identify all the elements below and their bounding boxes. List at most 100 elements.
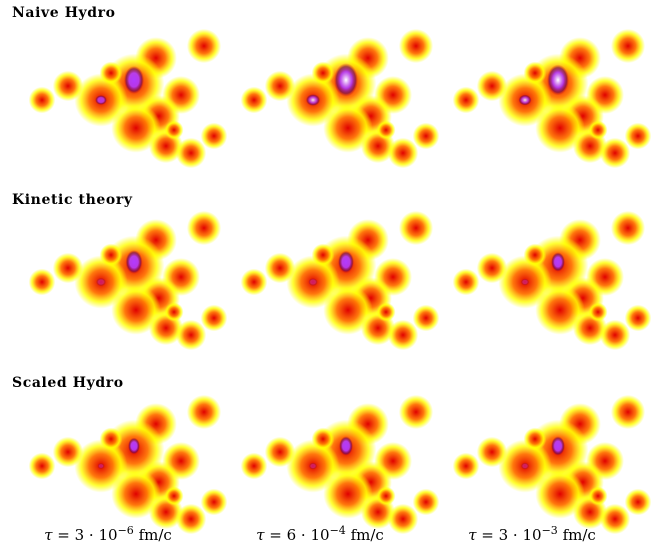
heat-blob [398, 210, 434, 246]
hot-spot [551, 436, 565, 456]
hot-spot [520, 278, 530, 286]
heat-blob [111, 285, 161, 335]
heat-blob [175, 319, 207, 351]
heat-blob [610, 28, 646, 64]
hot-spot [338, 250, 354, 274]
heat-blob [323, 469, 373, 519]
heatmap-panel-r3-c3 [452, 394, 652, 535]
heat-blob [599, 319, 631, 351]
heat-blob [476, 70, 508, 102]
heat-blob [311, 427, 335, 451]
heat-blob [111, 103, 161, 153]
heat-blob [186, 394, 222, 430]
heatmap-panel-r2-c2 [240, 210, 440, 351]
heat-blob [452, 268, 480, 296]
heat-blob [523, 61, 547, 85]
heat-blob [264, 436, 296, 468]
heat-blob [535, 469, 585, 519]
heat-blob [412, 488, 440, 516]
heat-blob [624, 122, 652, 150]
heat-blob [28, 452, 56, 480]
hot-spot [551, 252, 565, 272]
heat-blob [52, 70, 84, 102]
heat-blob [323, 285, 373, 335]
row-label-kinetic-theory: Kinetic theory [12, 192, 133, 208]
heat-blob [412, 122, 440, 150]
heatmap-panel-r3-c1 [28, 394, 228, 535]
heat-blob [398, 28, 434, 64]
heat-blob [175, 503, 207, 535]
heatmap-panel-r3-c2 [240, 394, 440, 535]
heat-blob [452, 452, 480, 480]
hot-spot [95, 95, 107, 105]
heat-blob [376, 120, 396, 140]
heat-blob [111, 469, 161, 519]
heat-blob [599, 137, 631, 169]
hot-spot [124, 66, 144, 94]
hot-spot [520, 462, 530, 470]
heat-blob [164, 302, 184, 322]
hot-spot [547, 64, 569, 96]
heat-blob [52, 436, 84, 468]
heat-blob [52, 252, 84, 284]
heat-blob [624, 488, 652, 516]
heat-blob [387, 503, 419, 535]
hot-spot [518, 94, 532, 106]
heat-blob [164, 120, 184, 140]
heatmap-panel-r1-c2 [240, 28, 440, 169]
heat-blob [200, 304, 228, 332]
heatmap-panel-r2-c3 [452, 210, 652, 351]
heat-blob [311, 243, 335, 267]
heat-blob [376, 302, 396, 322]
column-label-2: τ = 6 · 10−4 fm/c [256, 524, 384, 544]
hot-spot [305, 94, 321, 106]
heat-blob [240, 86, 268, 114]
heat-blob [28, 268, 56, 296]
hot-spot [308, 278, 318, 286]
column-label-1: τ = 3 · 10−6 fm/c [44, 524, 172, 544]
heat-blob [588, 120, 608, 140]
heat-blob [476, 252, 508, 284]
hot-spot [97, 463, 105, 469]
heat-blob [624, 304, 652, 332]
hot-spot [95, 277, 107, 287]
heat-blob [387, 319, 419, 351]
heat-blob [387, 137, 419, 169]
heatmap-panel-r2-c1 [28, 210, 228, 351]
heat-blob [323, 103, 373, 153]
heat-blob [99, 427, 123, 451]
heat-blob [164, 486, 184, 506]
heat-blob [240, 452, 268, 480]
heat-blob [599, 503, 631, 535]
heat-blob [588, 302, 608, 322]
hot-spot [125, 250, 143, 274]
heat-blob [588, 486, 608, 506]
heat-blob [28, 86, 56, 114]
heat-blob [412, 304, 440, 332]
heat-blob [186, 210, 222, 246]
heat-blob [452, 86, 480, 114]
heatmap-panel-r1-c3 [452, 28, 652, 169]
heat-blob [175, 137, 207, 169]
heat-blob [264, 252, 296, 284]
heat-blob [99, 243, 123, 267]
hot-spot [339, 436, 353, 456]
row-label-scaled-hydro: Scaled Hydro [12, 375, 124, 391]
heat-blob [523, 427, 547, 451]
heat-blob [99, 61, 123, 85]
heatmap-panel-r1-c1 [28, 28, 228, 169]
heat-blob [200, 122, 228, 150]
heat-blob [523, 243, 547, 267]
heat-blob [398, 394, 434, 430]
heat-blob [535, 285, 585, 335]
heat-blob [200, 488, 228, 516]
heat-blob [240, 268, 268, 296]
heat-blob [610, 210, 646, 246]
row-label-naive-hydro: Naive Hydro [12, 5, 116, 21]
heat-blob [610, 394, 646, 430]
hot-spot [334, 63, 358, 97]
hot-spot [128, 437, 140, 455]
hot-spot [308, 462, 318, 470]
column-label-3: τ = 3 · 10−3 fm/c [468, 524, 596, 544]
heat-blob [535, 103, 585, 153]
